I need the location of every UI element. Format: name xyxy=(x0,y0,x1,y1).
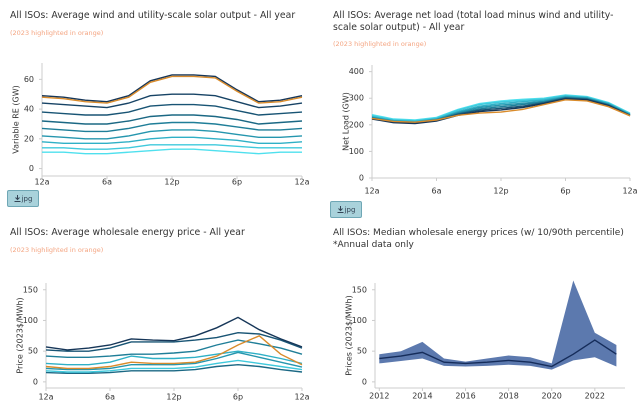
x-tick-label: 12a xyxy=(34,178,49,187)
y-tick-label: 300 xyxy=(349,94,364,103)
button-label: jpg xyxy=(344,205,356,214)
download-button[interactable]: jpg xyxy=(330,201,362,218)
x-tick-label: 6a xyxy=(105,393,115,402)
y-tick-label: 50 xyxy=(28,347,38,356)
y-tick-label: 40 xyxy=(24,105,34,114)
percentile-band xyxy=(379,280,617,370)
x-tick-label: 2016 xyxy=(455,392,475,401)
series-line xyxy=(42,148,302,155)
series-line xyxy=(45,350,303,366)
series-line xyxy=(41,136,303,144)
chart-subtitle: (2023 highlighted in orange) xyxy=(333,40,427,48)
y-tick-label: 0 xyxy=(362,377,367,386)
y-tick-label: 0 xyxy=(29,164,34,173)
chart-title: All ISOs: Average wholesale energy price… xyxy=(10,227,245,238)
chart-title: All ISOs: Average net load (total load m… xyxy=(333,10,614,33)
series-line xyxy=(41,75,303,104)
chart-title: All ISOs: Average wind and utility-scale… xyxy=(10,10,296,21)
x-tick-label: 12a xyxy=(622,187,637,196)
series-line xyxy=(45,316,303,351)
x-tick-label: 6a xyxy=(432,187,442,196)
y-tick-label: 0 xyxy=(33,377,38,386)
series-line xyxy=(45,351,303,371)
series-line xyxy=(371,99,631,123)
download-icon xyxy=(14,195,21,202)
x-tick-label: 2018 xyxy=(498,392,518,401)
chart-title: All ISOs: Median wholesale energy prices… xyxy=(333,228,624,238)
y-tick-label: 100 xyxy=(352,316,367,325)
series-line xyxy=(41,74,303,103)
series-line xyxy=(45,363,303,374)
x-tick-label: 2022 xyxy=(585,392,605,401)
series-line xyxy=(42,144,302,150)
chart-subtitle: (2023 highlighted in orange) xyxy=(10,246,104,254)
y-tick-label: 400 xyxy=(349,67,364,76)
series-line xyxy=(45,359,303,373)
x-tick-label: 12p xyxy=(166,393,181,402)
button-label: jpg xyxy=(21,194,33,203)
x-tick-label: 6p xyxy=(233,393,243,402)
x-tick-label: 2014 xyxy=(412,392,432,401)
chart-note: *Annual data only xyxy=(333,240,414,250)
x-tick-label: 6p xyxy=(560,187,570,196)
y-tick-label: 150 xyxy=(23,285,38,294)
y-tick-label: 0 xyxy=(359,174,364,183)
download-button[interactable]: jpg xyxy=(7,190,39,207)
x-tick-label: 12p xyxy=(493,187,508,196)
series-line xyxy=(45,331,303,352)
series-line xyxy=(379,339,617,368)
series-line xyxy=(41,114,303,125)
x-tick-label: 2012 xyxy=(369,392,389,401)
y-tick-label: 20 xyxy=(24,134,34,143)
y-axis-label: Variable RE (GW) xyxy=(12,85,21,153)
x-tick-label: 12a xyxy=(294,393,309,402)
y-axis-label: Prices (2023$/MWh) xyxy=(345,295,354,376)
chart-subtitle: (2023 highlighted in orange) xyxy=(10,29,104,37)
y-tick-label: 150 xyxy=(352,285,367,294)
series-line xyxy=(45,334,303,370)
y-tick-label: 100 xyxy=(349,147,364,156)
x-tick-label: 2020 xyxy=(542,392,562,401)
series-line xyxy=(41,121,303,133)
y-tick-label: 50 xyxy=(357,347,367,356)
series-line xyxy=(45,339,303,358)
series-line xyxy=(41,103,303,116)
y-tick-label: 60 xyxy=(24,75,34,84)
x-tick-label: 12a xyxy=(38,393,53,402)
x-tick-label: 6p xyxy=(232,178,242,187)
y-tick-label: 200 xyxy=(349,120,364,129)
series-line xyxy=(41,93,303,109)
y-axis-label: Price (2023$/MWh) xyxy=(16,297,25,373)
x-tick-label: 12a xyxy=(294,178,309,187)
y-tick-label: 100 xyxy=(23,316,38,325)
series-line xyxy=(371,98,631,125)
y-axis-label: Net Load (GW) xyxy=(342,92,351,151)
x-tick-label: 12p xyxy=(164,178,179,187)
x-tick-label: 6a xyxy=(102,178,112,187)
series-line xyxy=(41,129,303,140)
download-icon xyxy=(337,206,344,213)
x-tick-label: 12a xyxy=(364,187,379,196)
